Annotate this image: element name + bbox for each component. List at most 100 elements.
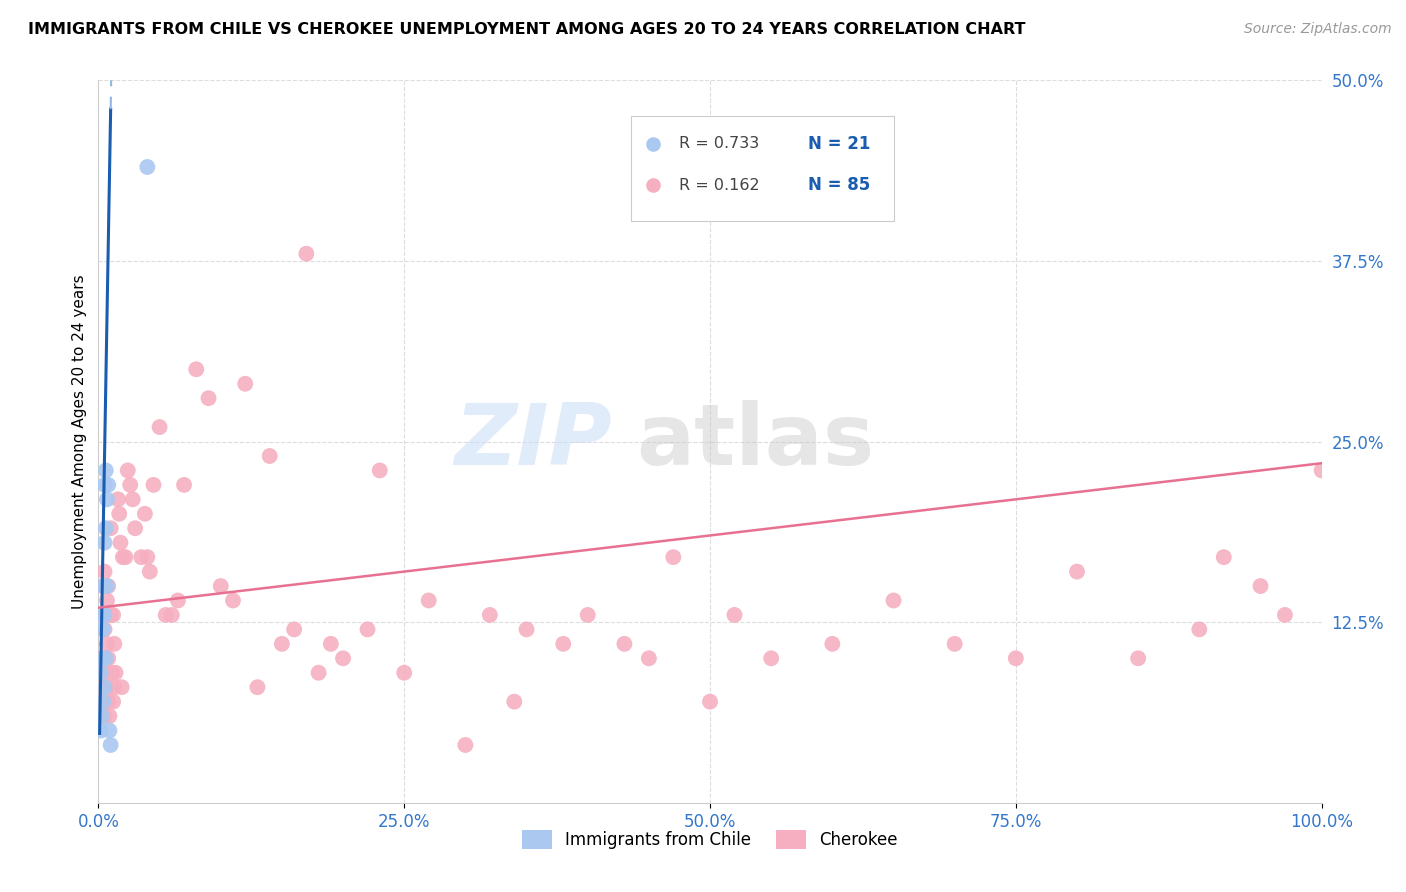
Point [97, 478, 120, 492]
Point [94, 651, 117, 665]
Point [101, 607, 124, 622]
Point [91, 695, 114, 709]
Point [91, 623, 114, 637]
Point [637, 651, 661, 665]
Point [94, 651, 117, 665]
Point [103, 637, 125, 651]
Point [943, 637, 966, 651]
Point [233, 376, 256, 391]
Point [93, 623, 115, 637]
Point [100, 521, 122, 535]
Point [136, 160, 159, 174]
Point [121, 492, 143, 507]
Point [101, 695, 124, 709]
Point [515, 623, 537, 637]
Point [94, 463, 117, 477]
Point [723, 607, 745, 622]
Text: ZIP: ZIP [454, 400, 612, 483]
Point [103, 680, 125, 694]
Point [93, 565, 115, 579]
Point [136, 550, 159, 565]
Point [319, 637, 342, 651]
Point [91, 579, 114, 593]
Point [142, 478, 165, 492]
Point [761, 651, 783, 665]
Point [117, 463, 139, 477]
Point [1274, 607, 1296, 622]
Point [155, 607, 177, 622]
FancyBboxPatch shape [630, 117, 894, 221]
Point [93, 607, 115, 622]
Point [107, 492, 129, 507]
Point [114, 550, 136, 565]
Point [356, 623, 378, 637]
Point [93, 680, 115, 694]
Point [1249, 579, 1271, 593]
Point [93, 478, 115, 492]
Point [100, 607, 122, 622]
Point [1004, 651, 1026, 665]
Point [91, 680, 114, 694]
Text: N = 21: N = 21 [808, 135, 870, 153]
Point [295, 246, 318, 260]
Point [94, 607, 117, 622]
Point [1310, 463, 1333, 477]
Point [129, 550, 152, 565]
Point [1066, 565, 1088, 579]
Point [120, 478, 142, 492]
Point [699, 695, 721, 709]
Point [246, 680, 269, 694]
Point [101, 665, 124, 680]
Point [98, 709, 121, 723]
Text: atlas: atlas [637, 400, 875, 483]
Point [96, 593, 118, 607]
Point [124, 521, 146, 535]
Point [94, 665, 117, 680]
Point [111, 680, 134, 694]
Point [97, 695, 120, 709]
Point [167, 593, 190, 607]
Point [91, 651, 114, 665]
Point [96, 637, 118, 651]
Point [91, 607, 114, 622]
Point [160, 607, 183, 622]
Point [576, 607, 599, 622]
Point [173, 478, 195, 492]
Text: R = 0.733: R = 0.733 [679, 136, 759, 152]
Point [186, 362, 208, 376]
Point [197, 391, 219, 405]
Point [503, 695, 526, 709]
Point [308, 665, 330, 680]
Point [91, 651, 114, 665]
Point [110, 535, 132, 549]
Point [97, 651, 120, 665]
Point [149, 420, 172, 434]
Point [454, 738, 477, 752]
Point [883, 593, 905, 607]
Point [98, 723, 121, 738]
Point [283, 623, 305, 637]
Point [1188, 623, 1211, 637]
Point [332, 651, 354, 665]
Point [662, 550, 685, 565]
Y-axis label: Unemployment Among Ages 20 to 24 years: Unemployment Among Ages 20 to 24 years [72, 274, 87, 609]
Point [93, 709, 115, 723]
Point [368, 463, 391, 477]
Point [821, 637, 844, 651]
Point [104, 665, 127, 680]
Point [96, 680, 118, 694]
Text: R = 0.162: R = 0.162 [679, 178, 761, 193]
Point [90, 723, 112, 738]
Point [134, 507, 156, 521]
Text: Source: ZipAtlas.com: Source: ZipAtlas.com [1244, 22, 1392, 37]
Point [91, 579, 114, 593]
Point [613, 637, 636, 651]
Point [97, 579, 120, 593]
Point [93, 535, 115, 549]
Point [392, 665, 416, 680]
Point [108, 507, 131, 521]
Point [100, 738, 122, 752]
Point [90, 665, 112, 680]
Point [96, 492, 118, 507]
Point [91, 709, 114, 723]
